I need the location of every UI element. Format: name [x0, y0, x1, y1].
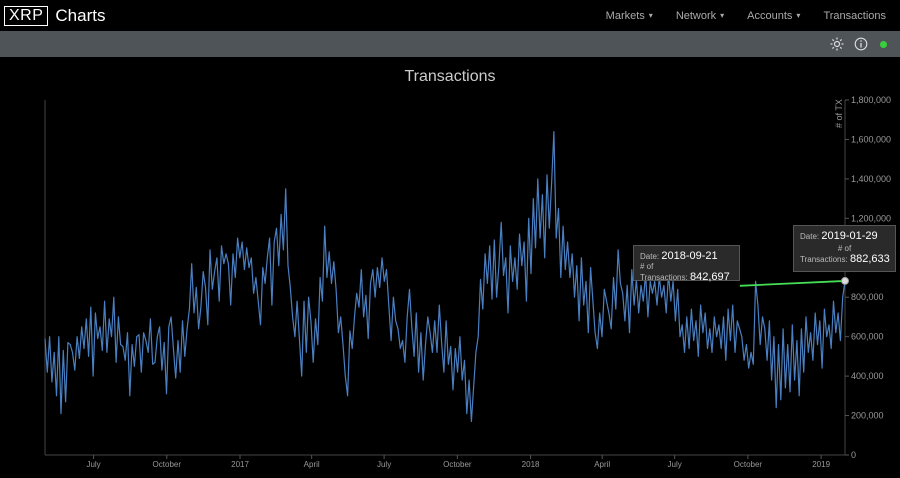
nav-accounts-label: Accounts: [747, 9, 793, 22]
hover-point: [841, 276, 849, 285]
nav-network[interactable]: Network ▾: [676, 10, 724, 22]
main-nav: Markets ▾ Network ▾ Accounts ▾ Transacti…: [606, 0, 900, 31]
comparison-line: [739, 280, 846, 287]
x-tick-label: 2019: [812, 460, 830, 469]
x-tick-label: 2018: [522, 460, 540, 469]
tooltip-date-label: Date:: [800, 232, 820, 241]
chart-title: Transactions: [404, 68, 496, 85]
top-navbar: XRP Charts Markets ▾ Network ▾ Accounts …: [0, 0, 900, 31]
x-tick-label: July: [86, 460, 100, 469]
y-tick-label: 1,600,000: [851, 134, 891, 144]
y-tick-label: 800,000: [851, 292, 884, 302]
y-tick-label: 1,400,000: [851, 174, 891, 184]
tooltip-2018-09-21: Date: 2018-09-21 # of Transactions: 842,…: [633, 245, 740, 283]
x-tick-label: October: [153, 460, 182, 469]
sun-icon[interactable]: [830, 37, 844, 51]
toolbar: [0, 31, 900, 57]
brand[interactable]: XRP Charts: [4, 5, 106, 26]
nav-network-label: Network: [675, 9, 717, 22]
tooltip-date-label: Date:: [640, 252, 660, 261]
tooltip-date-value: 2018-09-21: [661, 250, 718, 262]
y-tick-label: 200,000: [851, 411, 884, 421]
series-line: [44, 131, 846, 423]
tooltip-value: 882,633: [849, 253, 890, 265]
nav-accounts[interactable]: Accounts ▾: [747, 10, 800, 22]
nav-transactions-label: Transactions: [823, 9, 886, 22]
x-tick-label: April: [304, 460, 320, 469]
status-dot: [880, 41, 887, 48]
x-tick-label: 2017: [231, 460, 249, 469]
chevron-down-icon: ▾: [648, 11, 653, 20]
brand-title: Charts: [55, 5, 106, 25]
tooltip-date-value: 2019-01-29: [821, 230, 878, 242]
x-tick-label: October: [734, 460, 763, 469]
tooltip-value-label: # of Transactions:: [640, 262, 688, 282]
nav-transactions[interactable]: Transactions: [823, 10, 886, 22]
y-tick-label: 0: [851, 450, 856, 460]
tooltip-2019-01-29: Date: 2019-01-29 # of Transactions: 882,…: [793, 225, 896, 272]
tooltip-value-label-2: Transactions:: [800, 255, 848, 264]
tooltip-value-label: # of: [837, 244, 852, 253]
y-tick-label: 600,000: [851, 332, 884, 342]
chevron-down-icon: ▾: [720, 11, 725, 20]
nav-markets-label: Markets: [605, 9, 645, 22]
x-tick-label: July: [668, 460, 682, 469]
x-tick-label: April: [594, 460, 610, 469]
nav-markets[interactable]: Markets ▾: [606, 10, 653, 22]
y-tick-label: 1,800,000: [851, 95, 891, 105]
y-tick-label: 400,000: [851, 371, 884, 381]
info-icon[interactable]: [854, 37, 868, 51]
xrp-logo: XRP: [4, 5, 49, 26]
y-tick-label: 1,200,000: [851, 213, 891, 223]
x-tick-label: October: [443, 460, 472, 469]
chevron-down-icon: ▾: [796, 11, 801, 20]
x-tick-label: July: [377, 460, 391, 469]
tooltip-value: 842,697: [689, 271, 730, 283]
y-axis-label: # of TX: [834, 99, 844, 128]
